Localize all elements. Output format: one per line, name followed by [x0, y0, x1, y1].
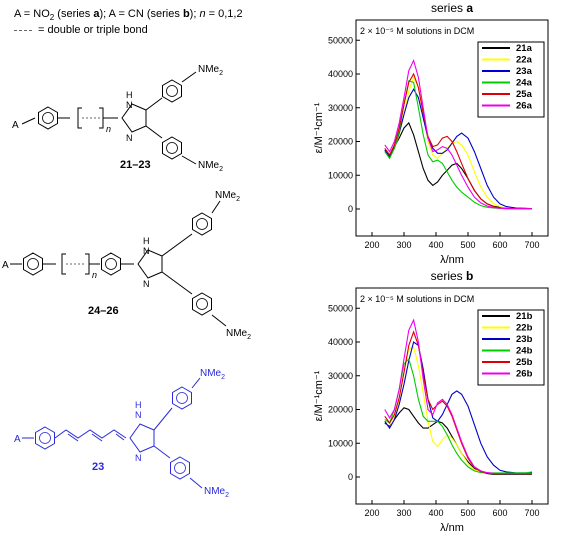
- imidazole-n2-label: N: [126, 133, 133, 143]
- series-line-26b: [384, 318, 532, 475]
- solution-annotation: 2 × 10⁻⁵ M solutions in DCM: [360, 26, 474, 36]
- nme2-top-label: NMe2: [200, 368, 225, 381]
- y-tick-label: 0: [348, 204, 353, 214]
- y-tick-label: 50000: [328, 303, 353, 313]
- chemical-structures: A n H N N NMe2 NMe2 21–23 A n: [2, 64, 251, 499]
- dashed-bond-sample: [14, 29, 32, 31]
- y-tick-label: 20000: [328, 405, 353, 415]
- structure-label-24-26: 24–26: [88, 305, 119, 317]
- series-line-25a: [384, 72, 532, 210]
- imidazole-h-label: H: [143, 236, 150, 246]
- chart-series-b: series b 200 300 400 500 600 700 0 10000 20000 300…: [313, 269, 549, 534]
- y-tick-label: 30000: [328, 103, 353, 113]
- legend-label-26b: 26b: [516, 369, 533, 380]
- nme2-top-label: NMe2: [215, 190, 240, 203]
- series-line-21b: [384, 407, 532, 475]
- x-tick-label: 500: [460, 508, 475, 518]
- nme2-top-label: NMe2: [198, 64, 223, 77]
- structure-23: A H N N NMe2 NMe2 23: [14, 368, 229, 499]
- nme2-bottom-label: NMe2: [198, 160, 223, 173]
- legend-label-21b: 21b: [516, 311, 533, 322]
- structure-label-21-23: 21–23: [120, 159, 151, 171]
- legend-label-24a: 24a: [516, 78, 533, 89]
- legend-label-23a: 23a: [516, 66, 533, 77]
- x-tick-label: 200: [364, 508, 379, 518]
- imidazole-n-label: N: [126, 100, 133, 110]
- x-tick-label: 600: [492, 240, 507, 250]
- y-tick-label: 30000: [328, 371, 353, 381]
- y-axis-label: ε/M⁻¹cm⁻¹: [313, 102, 325, 153]
- series-line-21a: [384, 121, 532, 210]
- y-tick-label: 40000: [328, 337, 353, 347]
- legend-label-21a: 21a: [516, 43, 533, 54]
- nme2-bottom-label: NMe2: [204, 486, 229, 499]
- legend-label-26a: 26a: [516, 101, 533, 112]
- solution-annotation: 2 × 10⁻⁵ M solutions in DCM: [360, 294, 474, 304]
- x-tick-label: 400: [428, 240, 443, 250]
- series-definition: A = NO2 (series a); A = CN (series b); n…: [14, 8, 243, 23]
- imidazole-n2-label: N: [135, 453, 142, 463]
- legend-label-25a: 25a: [516, 89, 533, 100]
- legend-label-24b: 24b: [516, 346, 533, 357]
- plot-frame: [355, 287, 549, 505]
- x-tick-label: 300: [396, 508, 411, 518]
- structure-24-26: A n H N N NMe2 NMe2 24–26: [2, 190, 251, 341]
- y-axis-label: ε/M⁻¹cm⁻¹: [313, 370, 325, 421]
- bond-legend: = double or triple bond: [14, 24, 148, 36]
- legend-box: [477, 309, 545, 386]
- series-line-23a: [384, 88, 533, 210]
- y-tick-label: 10000: [328, 438, 353, 448]
- y-tick-label: 50000: [328, 35, 353, 45]
- x-tick-label: 700: [524, 508, 539, 518]
- structure-label-23: 23: [92, 461, 104, 473]
- chart-title: series b: [431, 269, 474, 283]
- x-tick-label: 500: [460, 240, 475, 250]
- x-tick-label: 300: [396, 240, 411, 250]
- x-tick-label: 600: [492, 508, 507, 518]
- x-axis-label: λ/nm: [440, 522, 464, 534]
- substituent-a-label: A: [14, 434, 21, 445]
- x-tick-label: 200: [364, 240, 379, 250]
- y-tick-label: 40000: [328, 69, 353, 79]
- plot-frame: [355, 19, 549, 237]
- imidazole-n-label: N: [135, 410, 142, 420]
- imidazole-n2-label: N: [143, 279, 150, 289]
- series-line-26a: [384, 58, 532, 210]
- chart-series-a: series a 200 300 400 500 600 700 0 10000 20000 300…: [313, 1, 549, 266]
- legend-label-23b: 23b: [516, 334, 533, 345]
- structure-21-23: A n H N N NMe2 NMe2 21–23: [12, 64, 223, 173]
- chart-title: series a: [431, 1, 473, 15]
- nme2-bottom-label: NMe2: [226, 328, 251, 341]
- x-tick-label: 400: [428, 508, 443, 518]
- imidazole-h-label: H: [135, 400, 142, 410]
- x-tick-label: 700: [524, 240, 539, 250]
- substituent-a-label: A: [2, 260, 9, 271]
- y-tick-label: 20000: [328, 137, 353, 147]
- repeat-n-label: n: [106, 124, 111, 134]
- legend-label-25b: 25b: [516, 357, 533, 368]
- legend-label-22b: 22b: [516, 323, 533, 334]
- repeat-n-label: n: [92, 270, 97, 280]
- imidazole-n-label: N: [143, 246, 150, 256]
- legend-label-22a: 22a: [516, 55, 533, 66]
- y-tick-label: 10000: [328, 170, 353, 180]
- substituent-a-label: A: [12, 120, 19, 131]
- x-axis-label: λ/nm: [440, 254, 464, 266]
- y-tick-label: 0: [348, 472, 353, 482]
- imidazole-h-label: H: [126, 90, 133, 100]
